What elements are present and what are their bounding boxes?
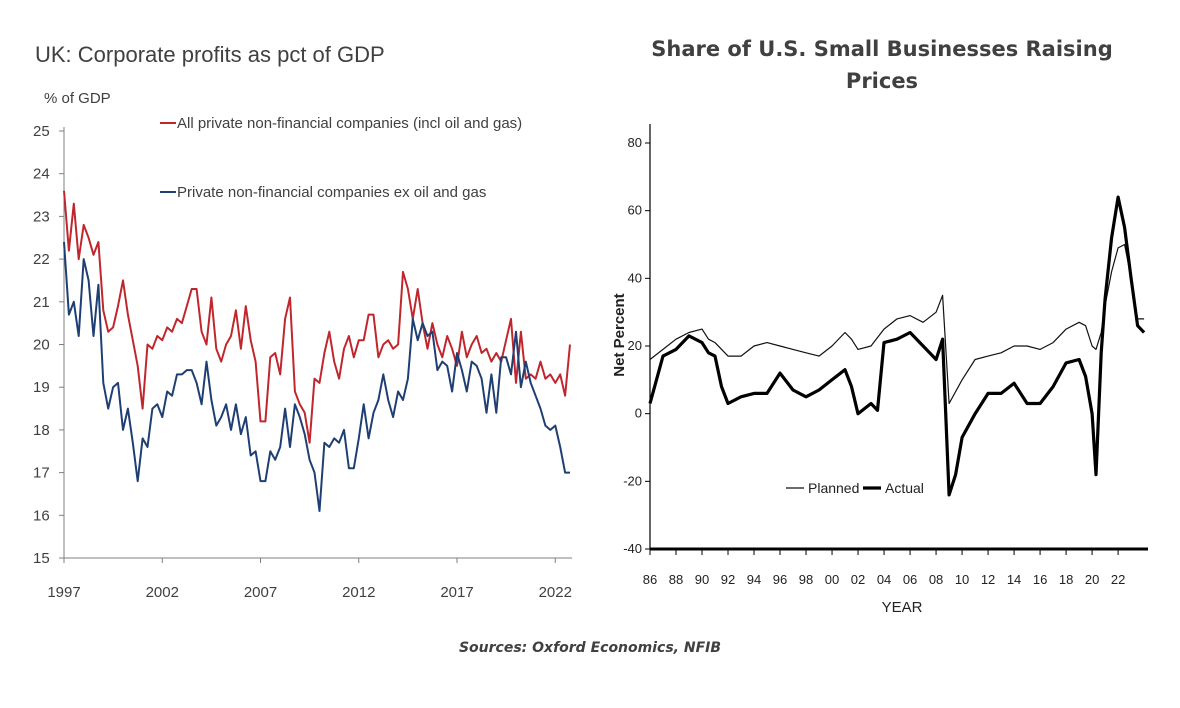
us-chart-svg: Share of U.S. Small Businesses Raising Pr… bbox=[611, 37, 1148, 616]
us-y-tick-label: -40 bbox=[623, 541, 642, 556]
us-x-tick-label: 06 bbox=[903, 572, 917, 587]
uk-y-tick-label: 25 bbox=[33, 123, 50, 140]
us-chart-title: Share of U.S. Small Businesses Raising Pr… bbox=[651, 37, 1112, 93]
us-y-axis-label: Net Percent bbox=[611, 293, 628, 376]
us-x-tick-label: 18 bbox=[1059, 572, 1073, 587]
us-small-business-prices-chart: Share of U.S. Small Businesses Raising Pr… bbox=[600, 0, 1180, 640]
uk-series-line-ex-oil-gas bbox=[63, 241, 570, 512]
us-x-tick-label: 88 bbox=[669, 572, 683, 587]
uk-x-tick-label: 2017 bbox=[440, 584, 473, 601]
uk-y-tick-label: 24 bbox=[33, 166, 50, 183]
us-y-tick-label: 0 bbox=[635, 406, 642, 421]
uk-x-tick-label: 2007 bbox=[244, 584, 277, 601]
us-x-tick-label: 10 bbox=[955, 572, 969, 587]
uk-corporate-profits-chart: UK: Corporate profits as pct of GDP % of… bbox=[0, 0, 600, 640]
us-x-tick-label: 16 bbox=[1033, 572, 1047, 587]
us-x-tick-label: 02 bbox=[851, 572, 865, 587]
uk-y-tick-label: 17 bbox=[33, 465, 50, 482]
uk-x-tick-label: 2012 bbox=[342, 584, 375, 601]
uk-y-tick-label: 19 bbox=[33, 379, 50, 396]
uk-y-tick-label: 22 bbox=[33, 251, 50, 268]
uk-y-tick-label: 23 bbox=[33, 208, 50, 225]
us-x-tick-label: 14 bbox=[1007, 572, 1021, 587]
us-y-tick-label: 20 bbox=[628, 338, 642, 353]
us-x-tick-label: 98 bbox=[799, 572, 813, 587]
uk-x-tick-label: 1997 bbox=[47, 584, 80, 601]
us-x-tick-label: 90 bbox=[695, 572, 709, 587]
us-x-tick-label: 04 bbox=[877, 572, 891, 587]
us-legend-label: Planned bbox=[808, 480, 859, 496]
sources-note: Sources: Oxford Economics, NFIB bbox=[458, 640, 722, 656]
uk-y-tick-label: 18 bbox=[33, 422, 50, 439]
uk-legend-label: All private non-financial companies (inc… bbox=[177, 115, 522, 132]
us-y-tick-label: 40 bbox=[628, 270, 642, 285]
us-x-tick-label: 20 bbox=[1085, 572, 1099, 587]
us-legend-label: Actual bbox=[885, 480, 924, 496]
uk-chart-title: UK: Corporate profits as pct of GDP bbox=[35, 42, 385, 67]
us-series-line-planned bbox=[649, 243, 1145, 405]
us-y-tick-label: -20 bbox=[623, 473, 642, 488]
us-x-tick-label: 96 bbox=[773, 572, 787, 587]
uk-y-tick-label: 20 bbox=[33, 337, 50, 354]
us-x-tick-label: 00 bbox=[825, 572, 839, 587]
us-x-tick-label: 22 bbox=[1111, 572, 1125, 587]
us-y-tick-label: 80 bbox=[628, 135, 642, 150]
us-x-axis-label: YEAR bbox=[882, 599, 923, 616]
uk-legend-label: Private non-financial companies ex oil a… bbox=[177, 184, 486, 201]
uk-x-tick-label: 2022 bbox=[539, 584, 572, 601]
uk-x-tick-label: 2002 bbox=[146, 584, 179, 601]
us-series-line-actual bbox=[648, 195, 1146, 497]
uk-series-line-all-companies bbox=[63, 190, 571, 444]
us-x-tick-label: 94 bbox=[747, 572, 761, 587]
us-y-tick-label: 60 bbox=[628, 203, 642, 218]
uk-y-tick-label: 15 bbox=[33, 550, 50, 567]
us-x-tick-label: 86 bbox=[643, 572, 657, 587]
uk-y-axis-unit: % of GDP bbox=[44, 90, 111, 107]
us-x-tick-label: 92 bbox=[721, 572, 735, 587]
uk-y-tick-label: 21 bbox=[33, 294, 50, 311]
uk-y-tick-label: 16 bbox=[33, 507, 50, 524]
us-x-tick-label: 08 bbox=[929, 572, 943, 587]
us-x-tick-label: 12 bbox=[981, 572, 995, 587]
uk-chart-svg: UK: Corporate profits as pct of GDP % of… bbox=[33, 42, 572, 601]
